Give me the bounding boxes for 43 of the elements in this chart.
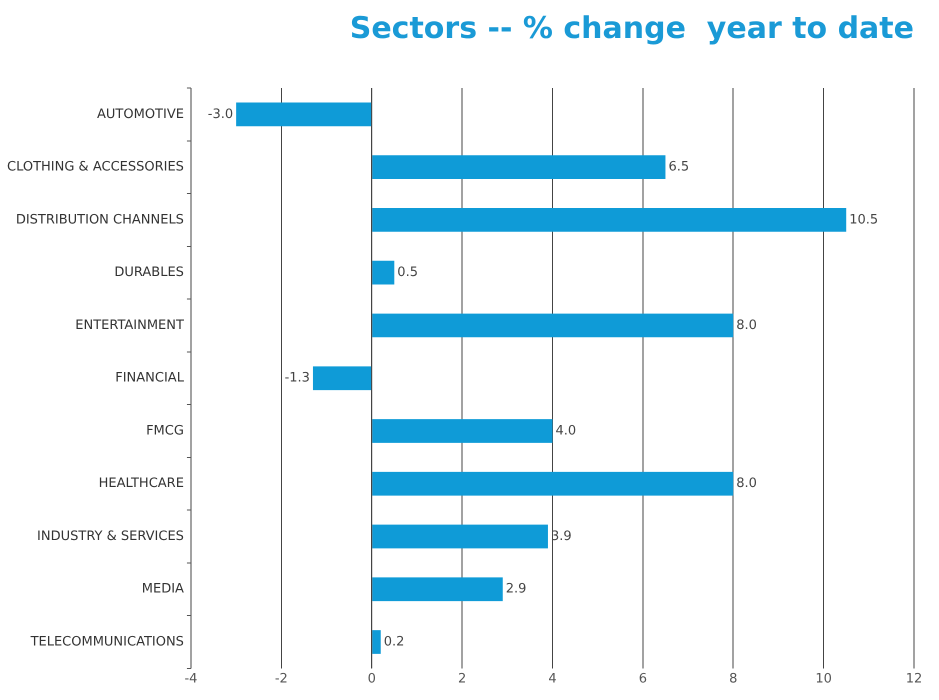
bar (372, 472, 734, 496)
y-tick-label: DISTRIBUTION CHANNELS (16, 212, 184, 228)
bar (372, 314, 734, 338)
chart-title: Sectors -- % change year to date (350, 10, 914, 46)
data-label: 8.0 (736, 476, 757, 492)
data-label: 0.5 (397, 265, 418, 280)
bar (372, 524, 548, 548)
y-tick-label: HEALTHCARE (98, 476, 184, 492)
data-label: -3.0 (208, 106, 234, 122)
data-label: 2.9 (506, 582, 526, 597)
x-tick-label: 8 (729, 672, 738, 687)
y-tick-label: AUTOMOTIVE (97, 106, 184, 122)
x-tick-label: -2 (274, 672, 288, 687)
bar (372, 155, 666, 180)
x-tick-label: 2 (458, 672, 466, 687)
x-tick-label: 12 (906, 672, 922, 687)
data-label: -1.3 (284, 370, 310, 386)
y-tick-label: INDUSTRY & SERVICES (37, 528, 184, 544)
y-tick-label: FMCG (146, 423, 184, 438)
data-label: 0.2 (384, 634, 404, 650)
x-tick-label: 0 (368, 672, 376, 687)
y-tick-label: MEDIA (142, 582, 184, 597)
bar (372, 260, 394, 285)
data-label: 3.9 (550, 528, 572, 544)
bar (372, 630, 381, 654)
data-label: 8.0 (736, 318, 757, 333)
x-tick-label: 10 (815, 672, 832, 687)
x-tick-label: -4 (184, 672, 198, 687)
bar (312, 366, 372, 390)
data-label: 4.0 (555, 423, 576, 438)
y-tick-label: TELECOMMUNICATIONS (30, 634, 184, 650)
x-tick-label: 6 (638, 672, 647, 687)
data-label: 10.5 (849, 212, 878, 228)
y-tick-label: DURABLES (114, 265, 184, 280)
y-tick-label: ENTERTAINMENT (75, 318, 184, 333)
bar (372, 208, 846, 232)
y-tick-label: FINANCIAL (115, 370, 185, 386)
bar (372, 577, 503, 602)
bar (372, 419, 552, 443)
x-tick-label: 4 (548, 672, 557, 687)
bar (236, 102, 372, 126)
y-tick-label: CLOTHING & ACCESSORIES (6, 160, 184, 175)
data-label: 6.5 (668, 160, 690, 175)
